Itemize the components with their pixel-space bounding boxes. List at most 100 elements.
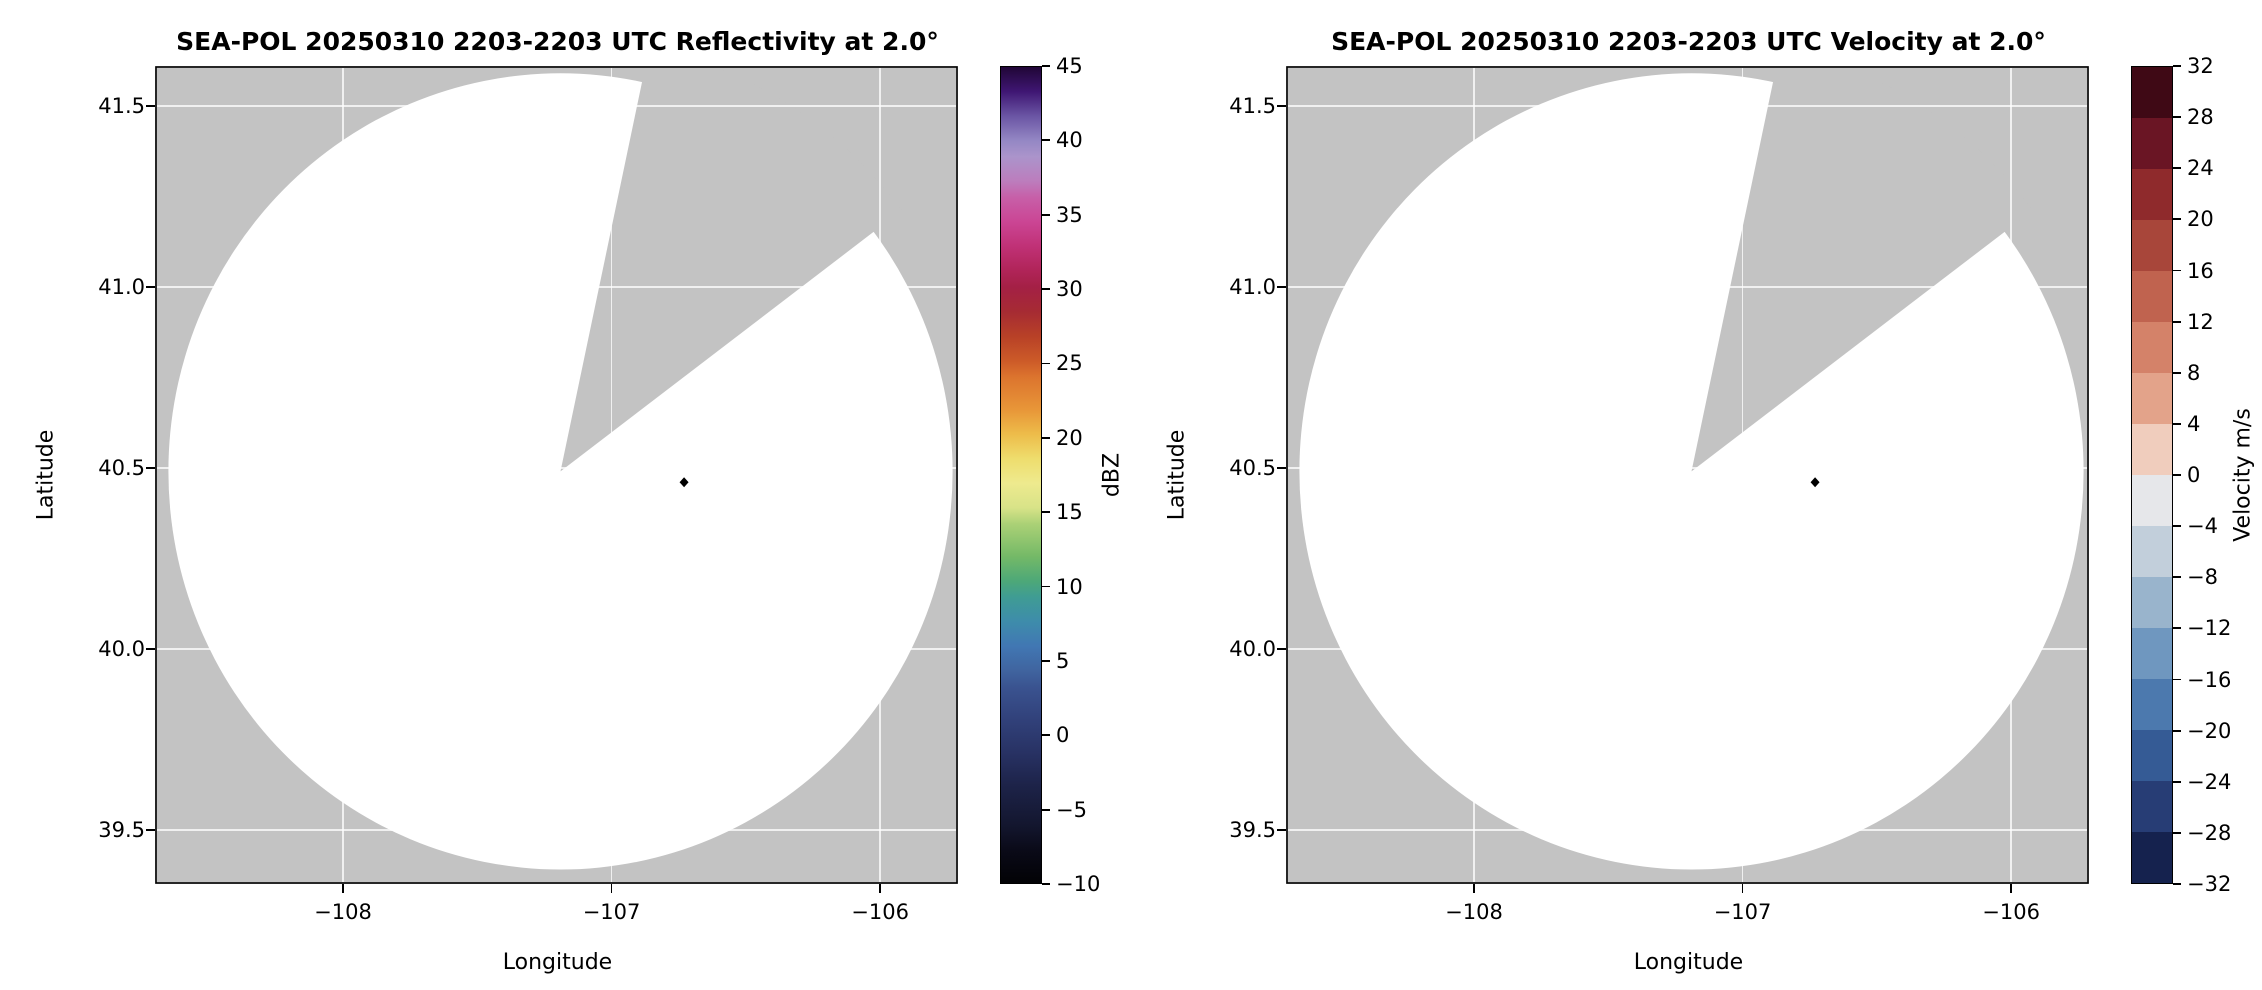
- x-tick-label: −107: [1713, 900, 1772, 924]
- colorbar-tick-mark: [2173, 474, 2181, 476]
- colorbar-unit-label: Velocity m/s: [2230, 408, 2256, 542]
- y-tick-label: 41.5: [98, 93, 145, 118]
- colorbar-segment: [2132, 118, 2172, 169]
- x-gridline: [1741, 68, 1744, 882]
- colorbar-segment: [2132, 67, 2172, 118]
- colorbar-tick-label: 45: [1056, 54, 1083, 78]
- colorbar-tick-label: 35: [1056, 202, 1083, 227]
- colorbar-segment: [2132, 577, 2172, 628]
- colorbar-tick-mark: [1042, 734, 1050, 737]
- colorbar-tick-label: 40: [1056, 128, 1083, 153]
- colorbar-tick-mark: [2173, 422, 2181, 425]
- colorbar-tick-mark: [1042, 808, 1050, 811]
- plot-frame: [155, 66, 958, 884]
- colorbar-tick-mark: [1042, 362, 1050, 365]
- colorbar-tick-label: 28: [2187, 105, 2214, 130]
- y-tick-label: 40.0: [1229, 636, 1276, 661]
- colorbar-tick-label: 15: [1056, 500, 1083, 525]
- y-tick-mark: [146, 285, 155, 288]
- colorbar-tick-mark: [2173, 371, 2181, 374]
- colorbar-tick-mark: [1042, 65, 1050, 67]
- y-tick-label: 40.5: [1229, 455, 1276, 480]
- y-gridline: [157, 285, 956, 288]
- data-point-marker: [1810, 477, 1820, 488]
- x-tick-mark: [2010, 884, 2012, 893]
- y-tick-mark: [1277, 285, 1286, 288]
- velocity-colorbar: [2131, 66, 2173, 884]
- y-gridline: [157, 828, 956, 831]
- colorbar-tick-mark: [1042, 585, 1050, 588]
- y-gridline: [1288, 828, 2087, 831]
- colorbar-segment: [2132, 628, 2172, 679]
- y-tick-label: 40.5: [98, 455, 145, 480]
- colorbar-tick-mark: [2173, 218, 2181, 221]
- velocity-panel: SEA-POL 20250310 2203-2203 UTC Velocity …: [1131, 0, 2262, 990]
- reflectivity-title: SEA-POL 20250310 2203-2203 UTC Reflectiv…: [176, 27, 939, 56]
- colorbar-tick-mark: [1042, 436, 1050, 439]
- x-tick-label: −106: [1982, 900, 2040, 924]
- colorbar-tick-mark: [1042, 288, 1050, 290]
- velocity-radar-map: [1286, 66, 2089, 884]
- velocity-plot-area: [1286, 66, 2089, 884]
- colorbar-unit-label: dBZ: [1099, 452, 1125, 498]
- colorbar-tick-mark: [1042, 511, 1050, 514]
- colorbar-tick-label: 4: [2187, 411, 2201, 436]
- y-gridline: [157, 105, 956, 107]
- x-tick-mark: [342, 884, 344, 893]
- colorbar-tick-mark: [2173, 729, 2181, 732]
- colorbar-tick-label: 20: [1056, 425, 1083, 450]
- colorbar-tick-label: 12: [2187, 309, 2214, 334]
- x-axis-label: Longitude: [1633, 950, 1744, 975]
- y-gridline: [157, 466, 956, 469]
- colorbar-tick-label: 20: [2187, 207, 2214, 232]
- missing-data-sector: [560, 66, 902, 472]
- colorbar-tick-label: 16: [2187, 258, 2214, 283]
- colorbar-tick-label: 30: [1056, 277, 1083, 302]
- colorbar-tick-mark: [2173, 116, 2181, 119]
- colorbar-tick-label: −12: [2187, 616, 2232, 641]
- y-gridline: [1288, 105, 2087, 107]
- colorbar-segment: [2132, 730, 2172, 781]
- x-tick-label: −108: [314, 900, 372, 924]
- colorbar-tick-mark: [2173, 525, 2181, 528]
- y-tick-mark: [1277, 647, 1286, 650]
- y-tick-mark: [1277, 466, 1286, 469]
- colorbar-tick-mark: [2173, 65, 2181, 67]
- colorbar-tick-label: 24: [2187, 156, 2214, 181]
- colorbar-tick-mark: [1042, 139, 1050, 142]
- y-gridline: [1288, 285, 2087, 288]
- x-gridline: [1473, 68, 1475, 882]
- colorbar-tick-mark: [2173, 627, 2181, 630]
- colorbar-segment: [2132, 781, 2172, 832]
- colorbar-segment: [2132, 475, 2172, 526]
- reflectivity-colorbar-gradient: [1001, 67, 1041, 883]
- colorbar-tick-label: 5: [1056, 648, 1070, 673]
- x-gridline: [2010, 68, 2012, 882]
- colorbar-tick-mark: [1042, 213, 1050, 216]
- colorbar-tick-mark: [2173, 883, 2181, 885]
- y-gridline: [1288, 647, 2087, 650]
- y-tick-label: 39.5: [1229, 817, 1276, 842]
- colorbar-segment: [2132, 373, 2172, 424]
- colorbar-tick-mark: [2173, 831, 2181, 834]
- colorbar-tick-label: 10: [1056, 574, 1083, 599]
- x-tick-mark: [610, 884, 613, 893]
- colorbar-segment: [2132, 322, 2172, 373]
- colorbar-tick-mark: [2173, 576, 2181, 579]
- y-tick-mark: [146, 466, 155, 469]
- colorbar-segment: [2132, 832, 2172, 883]
- x-gridline: [610, 68, 613, 882]
- colorbar-tick-mark: [1042, 883, 1050, 885]
- colorbar-tick-mark: [2173, 167, 2181, 170]
- x-gridline: [879, 68, 881, 882]
- colorbar-tick-label: −16: [2187, 667, 2232, 692]
- colorbar-tick-label: −32: [2187, 872, 2232, 896]
- reflectivity-plot-area: [155, 66, 958, 884]
- y-tick-mark: [1277, 828, 1286, 831]
- y-tick-mark: [146, 828, 155, 831]
- colorbar-tick-label: 8: [2187, 360, 2201, 385]
- velocity-title: SEA-POL 20250310 2203-2203 UTC Velocity …: [1331, 27, 2046, 56]
- colorbar-tick-mark: [2173, 780, 2181, 783]
- x-tick-label: −108: [1445, 900, 1503, 924]
- colorbar-tick-label: 32: [2187, 54, 2214, 78]
